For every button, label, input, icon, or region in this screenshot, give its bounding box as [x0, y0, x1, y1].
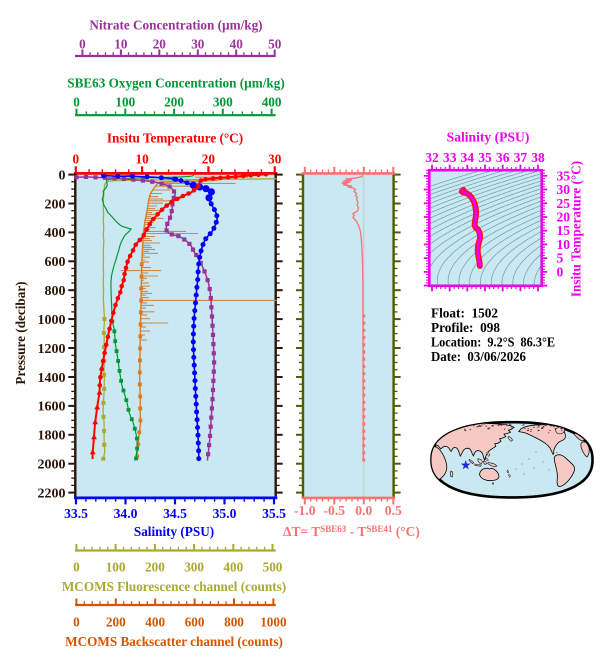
svg-text:200: 200 [145, 560, 165, 575]
svg-text:-1.0: -1.0 [294, 503, 316, 518]
svg-text:Insitu Temperature (°C): Insitu Temperature (°C) [569, 161, 584, 297]
svg-text:SBE63 Oxygen Concentration (µm: SBE63 Oxygen Concentration (µm/kg) [67, 76, 285, 91]
svg-text:100: 100 [115, 95, 135, 110]
svg-text:1600: 1600 [38, 400, 66, 415]
svg-text:200: 200 [45, 197, 66, 212]
svg-text:1000: 1000 [38, 313, 66, 328]
svg-text:30: 30 [191, 37, 205, 52]
svg-text:Nitrate Concentration (µm/kg): Nitrate Concentration (µm/kg) [89, 18, 262, 33]
svg-text:0: 0 [557, 264, 564, 279]
svg-text:1800: 1800 [38, 429, 66, 444]
svg-text:20: 20 [557, 210, 571, 225]
svg-text:Pressure (decibar): Pressure (decibar) [13, 281, 28, 384]
svg-text:32: 32 [425, 150, 439, 165]
svg-text:Float: 1502: Float: 1502 [431, 306, 498, 321]
svg-text:10: 10 [114, 37, 128, 52]
svg-text:10: 10 [136, 152, 150, 167]
svg-text:ΔT= TSBE63 - TSBE41 (°C): ΔT= TSBE63 - TSBE41 (°C) [283, 524, 420, 539]
svg-text:35.5: 35.5 [262, 506, 286, 521]
svg-text:15: 15 [557, 223, 571, 238]
svg-text:300: 300 [184, 560, 204, 575]
svg-text:35: 35 [557, 168, 571, 183]
svg-text:0: 0 [73, 560, 80, 575]
svg-text:Insitu Temperature (°C): Insitu Temperature (°C) [107, 131, 243, 146]
svg-text:30: 30 [268, 152, 282, 167]
svg-text:400: 400 [223, 560, 243, 575]
svg-text:200: 200 [106, 615, 126, 630]
svg-text:1000: 1000 [260, 615, 287, 630]
svg-text:35.0: 35.0 [213, 506, 237, 521]
svg-text:2000: 2000 [38, 458, 66, 473]
svg-text:0.5: 0.5 [385, 503, 402, 518]
svg-text:0: 0 [59, 168, 66, 183]
svg-text:34.0: 34.0 [114, 506, 138, 521]
svg-text:10: 10 [557, 237, 571, 252]
svg-text:0: 0 [79, 37, 86, 52]
svg-text:36: 36 [496, 150, 510, 165]
svg-text:33: 33 [443, 150, 457, 165]
svg-text:400: 400 [45, 226, 66, 241]
svg-text:0.0: 0.0 [355, 503, 372, 518]
svg-text:Date: 03/06/2026: Date: 03/06/2026 [431, 349, 526, 364]
svg-text:38: 38 [531, 150, 545, 165]
svg-text:MCOMS Backscatter channel (cou: MCOMS Backscatter channel (counts) [65, 634, 283, 649]
svg-text:0: 0 [73, 615, 80, 630]
svg-text:-0.5: -0.5 [324, 503, 346, 518]
svg-text:100: 100 [106, 560, 126, 575]
svg-text:30: 30 [557, 182, 571, 197]
svg-text:1200: 1200 [38, 342, 66, 357]
svg-text:Location: 9.2°S 86.3°E: Location: 9.2°S 86.3°E [431, 335, 555, 350]
svg-text:35: 35 [478, 150, 492, 165]
svg-text:200: 200 [164, 95, 184, 110]
svg-text:600: 600 [45, 255, 66, 270]
svg-text:Salinity (PSU): Salinity (PSU) [134, 524, 214, 539]
svg-text:37: 37 [514, 150, 528, 165]
svg-text:25: 25 [557, 196, 571, 211]
svg-text:20: 20 [153, 37, 167, 52]
svg-text:40: 40 [230, 37, 244, 52]
svg-text:5: 5 [557, 251, 564, 266]
svg-text:33.5: 33.5 [64, 506, 88, 521]
svg-text:300: 300 [213, 95, 233, 110]
svg-text:50: 50 [268, 37, 282, 52]
svg-text:500: 500 [263, 560, 283, 575]
svg-text:800: 800 [224, 615, 244, 630]
svg-text:20: 20 [202, 152, 216, 167]
svg-text:2200: 2200 [38, 486, 66, 501]
svg-text:600: 600 [185, 615, 205, 630]
svg-text:800: 800 [45, 284, 66, 299]
svg-text:1400: 1400 [38, 371, 66, 386]
svg-text:0: 0 [73, 152, 80, 167]
svg-text:Profile: 098: Profile: 098 [431, 320, 500, 335]
svg-text:Salinity (PSU): Salinity (PSU) [447, 130, 530, 146]
svg-text:34: 34 [461, 150, 475, 165]
svg-text:34.5: 34.5 [163, 506, 187, 521]
svg-text:0: 0 [73, 95, 80, 110]
svg-text:400: 400 [145, 615, 165, 630]
svg-text:400: 400 [262, 95, 282, 110]
svg-text:MCOMS Fluorescence channel (co: MCOMS Fluorescence channel (counts) [62, 579, 286, 594]
